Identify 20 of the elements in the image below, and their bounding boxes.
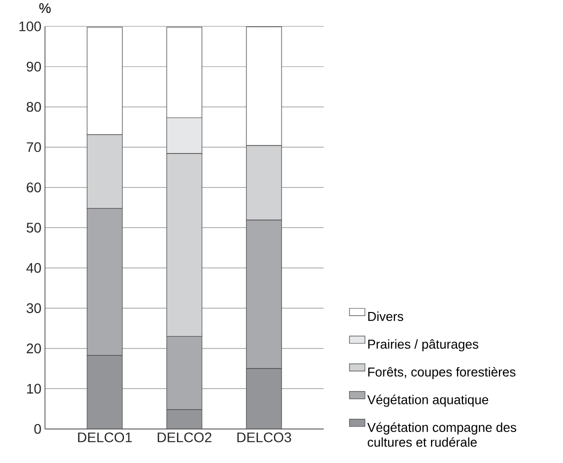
- y-tick-label: 30: [26, 303, 41, 314]
- legend-label: Divers: [368, 312, 404, 322]
- legend-label: Végétation compagne des cultures et rudérale: [367, 422, 516, 447]
- y-tick-label: 10: [27, 384, 41, 394]
- y-tick-label: 100: [19, 22, 41, 32]
- y-tick-label: 20: [26, 344, 41, 354]
- y-tick-label: 40: [26, 263, 41, 273]
- y-tick-label: 50: [26, 222, 41, 233]
- y-tick-label: 70: [26, 142, 41, 152]
- x-tick-label: DELCO3: [237, 432, 292, 442]
- legend-label: Prairies / pâturages: [368, 339, 478, 352]
- legend-label: Forêts, coupes forestières: [368, 367, 516, 380]
- y-tick-label: 80: [26, 102, 41, 112]
- y-tick-label: 60: [26, 182, 41, 192]
- y-tick-label: 0: [34, 424, 41, 434]
- legend-label: Végétation aquatique: [367, 394, 488, 407]
- y-tick-label: 90: [26, 62, 41, 72]
- y-axis-title: %: [39, 3, 51, 14]
- x-tick-label: DELCO1: [78, 432, 132, 442]
- x-tick-label: DELCO2: [158, 432, 212, 442]
